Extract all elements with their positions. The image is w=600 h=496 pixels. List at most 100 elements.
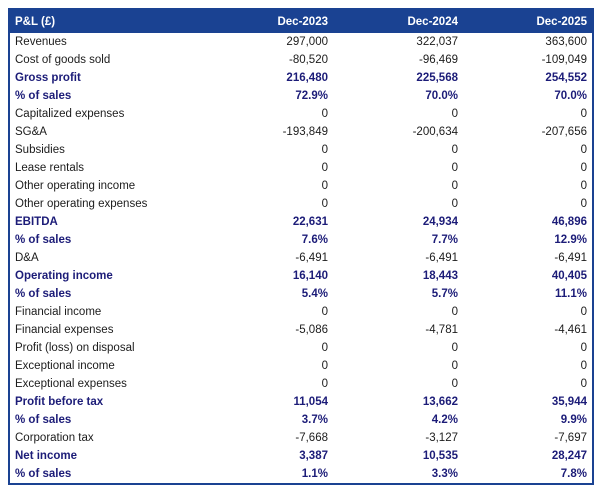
cell-dec-2025: -6,491 bbox=[554, 252, 587, 264]
cell-dec-2023: 16,140 bbox=[292, 270, 328, 282]
table-row: Operating income 16,140 18,443 40,405 bbox=[9, 267, 593, 285]
row-label: Corporation tax bbox=[15, 432, 94, 444]
cell-dec-2025: 0 bbox=[580, 108, 587, 120]
cell-dec-2023: 5.4% bbox=[301, 288, 328, 300]
cell-dec-2023: 72.9% bbox=[295, 90, 328, 102]
table-row: Corporation tax -7,668 -3,127 -7,697 bbox=[9, 429, 593, 447]
table-row: Cost of goods sold -80,520 -96,469 -109,… bbox=[9, 51, 593, 69]
cell-dec-2024: 24,934 bbox=[422, 216, 458, 228]
table-row: Net income 3,387 10,535 28,247 bbox=[9, 447, 593, 465]
cell-dec-2024: 0 bbox=[451, 162, 458, 174]
row-label: Cost of goods sold bbox=[15, 54, 111, 66]
cell-dec-2024: 18,443 bbox=[422, 270, 458, 282]
cell-dec-2024: -6,491 bbox=[425, 252, 458, 264]
row-label: Financial income bbox=[15, 306, 102, 318]
table-header-row: P&L (£) Dec-2023 Dec-2024 Dec-2025 bbox=[9, 9, 593, 33]
row-label: Profit (loss) on disposal bbox=[15, 342, 135, 354]
cell-dec-2024: 0 bbox=[451, 378, 458, 390]
cell-dec-2024: 10,535 bbox=[422, 450, 458, 462]
table-row: % of sales 72.9% 70.0% 70.0% bbox=[9, 87, 593, 105]
table-row: Exceptional expenses 0 0 0 bbox=[9, 375, 593, 393]
table-row: D&A -6,491 -6,491 -6,491 bbox=[9, 249, 593, 267]
row-label: Subsidies bbox=[15, 144, 65, 156]
cell-dec-2025: 0 bbox=[580, 144, 587, 156]
cell-dec-2025: 70.0% bbox=[554, 90, 587, 102]
cell-dec-2024: 13,662 bbox=[422, 396, 458, 408]
table-row: Lease rentals 0 0 0 bbox=[9, 159, 593, 177]
cell-dec-2025: -4,461 bbox=[554, 324, 587, 336]
cell-dec-2025: 46,896 bbox=[551, 216, 587, 228]
cell-dec-2024: -4,781 bbox=[425, 324, 458, 336]
cell-dec-2025: -7,697 bbox=[554, 432, 587, 444]
cell-dec-2023: 7.6% bbox=[301, 234, 328, 246]
cell-dec-2025: -109,049 bbox=[541, 54, 587, 66]
cell-dec-2023: 22,631 bbox=[292, 216, 328, 228]
table-row: Exceptional income 0 0 0 bbox=[9, 357, 593, 375]
row-label: Operating income bbox=[15, 270, 113, 282]
cell-dec-2023: 11,054 bbox=[293, 396, 328, 408]
row-label: % of sales bbox=[15, 468, 72, 480]
row-label: EBITDA bbox=[15, 216, 58, 228]
table-row: Profit (loss) on disposal 0 0 0 bbox=[9, 339, 593, 357]
cell-dec-2023: 0 bbox=[321, 378, 328, 390]
cell-dec-2023: 0 bbox=[321, 144, 328, 156]
cell-dec-2025: 40,405 bbox=[551, 270, 587, 282]
cell-dec-2023: 0 bbox=[321, 108, 328, 120]
cell-dec-2023: 0 bbox=[321, 342, 328, 354]
cell-dec-2024: 0 bbox=[451, 342, 458, 354]
pnl-forecast-table-container: P&L (£) Dec-2023 Dec-2024 Dec-2025 Reven… bbox=[8, 8, 594, 485]
row-label: Other operating expenses bbox=[15, 198, 148, 210]
cell-dec-2024: 0 bbox=[451, 144, 458, 156]
cell-dec-2023: 216,480 bbox=[286, 72, 328, 84]
cell-dec-2025: 7.8% bbox=[560, 468, 587, 480]
cell-dec-2023: -80,520 bbox=[288, 54, 328, 66]
cell-dec-2025: 0 bbox=[580, 198, 587, 210]
row-label: % of sales bbox=[15, 90, 72, 102]
cell-dec-2024: 0 bbox=[451, 306, 458, 318]
cell-dec-2023: 0 bbox=[321, 180, 328, 192]
row-label: Revenues bbox=[15, 36, 67, 48]
row-label: Net income bbox=[15, 450, 77, 462]
table-row: Subsidies 0 0 0 bbox=[9, 141, 593, 159]
cell-dec-2025: 11.1% bbox=[555, 288, 587, 300]
cell-dec-2024: -96,469 bbox=[418, 54, 458, 66]
table-row: % of sales 7.6% 7.7% 12.9% bbox=[9, 231, 593, 249]
table-row: Profit before tax 11,054 13,662 35,944 bbox=[9, 393, 593, 411]
column-header-dec-2025: Dec-2025 bbox=[463, 9, 593, 33]
cell-dec-2025: 9.9% bbox=[560, 414, 587, 426]
cell-dec-2023: 3.7% bbox=[301, 414, 328, 426]
cell-dec-2023: 0 bbox=[321, 306, 328, 318]
row-label: % of sales bbox=[15, 288, 72, 300]
cell-dec-2024: 3.3% bbox=[431, 468, 458, 480]
row-label: % of sales bbox=[15, 414, 72, 426]
row-label: Exceptional expenses bbox=[15, 378, 127, 390]
table-row: Other operating income 0 0 0 bbox=[9, 177, 593, 195]
cell-dec-2023: 0 bbox=[321, 360, 328, 372]
cell-dec-2023: 0 bbox=[321, 198, 328, 210]
cell-dec-2023: 3,387 bbox=[299, 450, 328, 462]
row-label: % of sales bbox=[15, 234, 72, 246]
row-label: Profit before tax bbox=[15, 396, 104, 408]
cell-dec-2024: -3,127 bbox=[425, 432, 458, 444]
cell-dec-2025: 0 bbox=[580, 180, 587, 192]
cell-dec-2024: 0 bbox=[451, 108, 458, 120]
table-row: Gross profit 216,480 225,568 254,552 bbox=[9, 69, 593, 87]
table-row: Capitalized expenses 0 0 0 bbox=[9, 105, 593, 123]
cell-dec-2025: 363,600 bbox=[545, 36, 587, 48]
cell-dec-2025: -207,656 bbox=[541, 126, 587, 138]
cell-dec-2023: 1.1% bbox=[301, 468, 328, 480]
table-body: Revenues 297,000 322,037 363,600 Cost of… bbox=[9, 33, 593, 484]
cell-dec-2025: 35,944 bbox=[551, 396, 587, 408]
cell-dec-2025: 0 bbox=[580, 306, 587, 318]
cell-dec-2023: 0 bbox=[321, 162, 328, 174]
cell-dec-2024: 4.2% bbox=[431, 414, 458, 426]
column-header-dec-2023: Dec-2023 bbox=[203, 9, 333, 33]
cell-dec-2024: 5.7% bbox=[431, 288, 458, 300]
table-header: P&L (£) Dec-2023 Dec-2024 Dec-2025 bbox=[9, 9, 593, 33]
table-row: % of sales 5.4% 5.7% 11.1% bbox=[9, 285, 593, 303]
table-row: Other operating expenses 0 0 0 bbox=[9, 195, 593, 213]
cell-dec-2025: 28,247 bbox=[551, 450, 587, 462]
cell-dec-2024: -200,634 bbox=[412, 126, 458, 138]
cell-dec-2025: 12.9% bbox=[554, 234, 587, 246]
cell-dec-2025: 0 bbox=[580, 162, 587, 174]
